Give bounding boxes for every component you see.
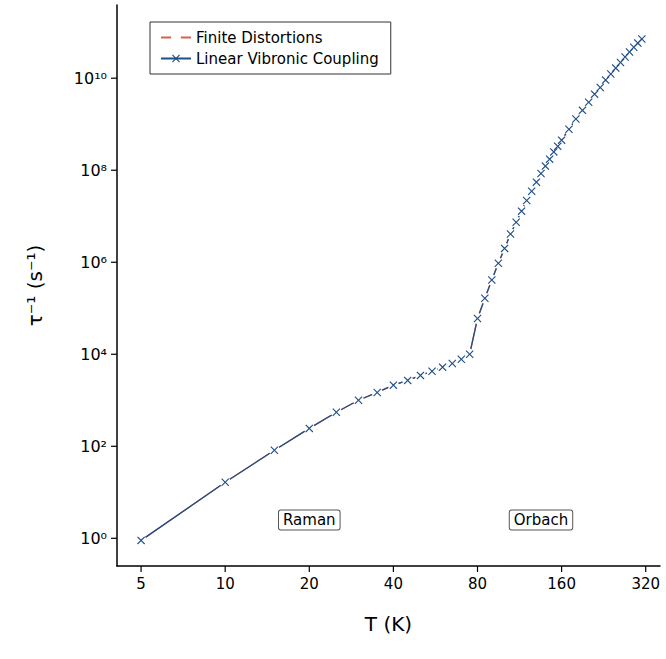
svg-text:160: 160 xyxy=(547,575,576,593)
svg-text:10: 10 xyxy=(216,575,235,593)
svg-text:5: 5 xyxy=(136,575,146,593)
svg-text:10⁸: 10⁸ xyxy=(80,161,107,180)
svg-text:Finite Distortions: Finite Distortions xyxy=(196,29,323,47)
svg-text:T (K): T (K) xyxy=(364,612,412,636)
svg-text:τ⁻¹ (s⁻¹): τ⁻¹ (s⁻¹) xyxy=(23,245,47,327)
svg-text:10⁶: 10⁶ xyxy=(80,253,107,272)
svg-text:Raman: Raman xyxy=(283,511,336,529)
svg-text:Linear Vibronic Coupling: Linear Vibronic Coupling xyxy=(196,50,379,68)
svg-text:80: 80 xyxy=(468,575,487,593)
svg-text:10²: 10² xyxy=(80,437,107,456)
svg-text:Orbach: Orbach xyxy=(514,511,568,529)
svg-text:320: 320 xyxy=(631,575,660,593)
svg-text:10⁰: 10⁰ xyxy=(80,529,107,548)
svg-text:10¹⁰: 10¹⁰ xyxy=(74,69,107,88)
svg-text:10⁴: 10⁴ xyxy=(80,345,107,364)
svg-text:20: 20 xyxy=(300,575,319,593)
svg-text:40: 40 xyxy=(384,575,403,593)
